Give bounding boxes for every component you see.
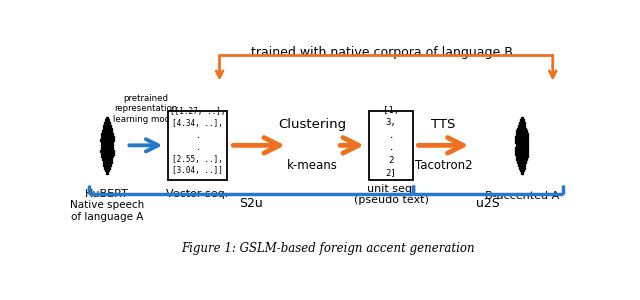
Bar [106, 172, 108, 174]
Text: u2S: u2S [476, 197, 500, 210]
Bar [515, 147, 528, 149]
Bar [516, 158, 527, 160]
Bar [100, 139, 114, 141]
Bar [520, 116, 523, 119]
Bar [520, 119, 524, 121]
Text: [1,
3,
.
.
2
2]: [1, 3, . . 2 2] [383, 106, 399, 177]
Bar [516, 130, 527, 132]
Bar [519, 167, 525, 169]
Bar [101, 156, 113, 158]
Bar [515, 153, 528, 154]
Bar [517, 161, 526, 163]
Bar [102, 130, 113, 132]
Text: Clustering: Clustering [278, 118, 347, 131]
Bar [516, 156, 528, 158]
Bar [102, 128, 111, 130]
Bar [516, 144, 527, 146]
Bar [518, 164, 525, 166]
Bar [102, 161, 111, 163]
Text: trained with native corpora of language B: trained with native corpora of language … [252, 46, 513, 59]
Bar [518, 125, 525, 127]
Bar [517, 128, 526, 130]
Bar [104, 122, 110, 124]
Text: Native speech
of language A: Native speech of language A [70, 200, 144, 222]
Bar [515, 139, 529, 141]
Bar [105, 119, 109, 121]
Bar [520, 169, 524, 171]
Bar [102, 158, 113, 160]
Bar [101, 147, 113, 149]
Bar [520, 172, 523, 174]
Text: Vector seq.: Vector seq. [166, 189, 228, 199]
Bar [101, 133, 113, 135]
Bar [104, 125, 111, 127]
Bar [104, 164, 111, 166]
Bar [515, 150, 529, 152]
Bar [100, 136, 114, 138]
Text: TTS: TTS [431, 118, 456, 131]
Text: B-accented A: B-accented A [484, 191, 559, 201]
Bar [100, 153, 114, 154]
Text: HuBERT: HuBERT [85, 189, 129, 199]
Text: Tacotron2: Tacotron2 [415, 159, 472, 172]
Bar [101, 144, 113, 146]
Bar [106, 116, 108, 119]
Text: [[1.27, ..],
[4.34, ..],
.
.
[2.55, ..],
[3.04, ..]]: [[1.27, ..], [4.34, ..], . . [2.55, ..],… [170, 107, 225, 176]
Bar [105, 169, 109, 171]
Bar [101, 142, 113, 143]
Text: unit seq.
(pseudo text): unit seq. (pseudo text) [354, 184, 429, 206]
Bar [519, 122, 525, 124]
Text: Figure 1: GSLM-based foreign accent generation: Figure 1: GSLM-based foreign accent gene… [181, 242, 475, 255]
Bar [515, 136, 528, 138]
FancyBboxPatch shape [168, 111, 227, 180]
Text: S2u: S2u [239, 197, 263, 210]
Text: k-means: k-means [287, 159, 338, 172]
FancyBboxPatch shape [369, 111, 413, 180]
Bar [516, 133, 528, 135]
Bar [100, 150, 114, 152]
Bar [515, 142, 528, 143]
Bar [104, 167, 110, 169]
Text: pretrained
representation
learning model: pretrained representation learning model [113, 94, 179, 124]
